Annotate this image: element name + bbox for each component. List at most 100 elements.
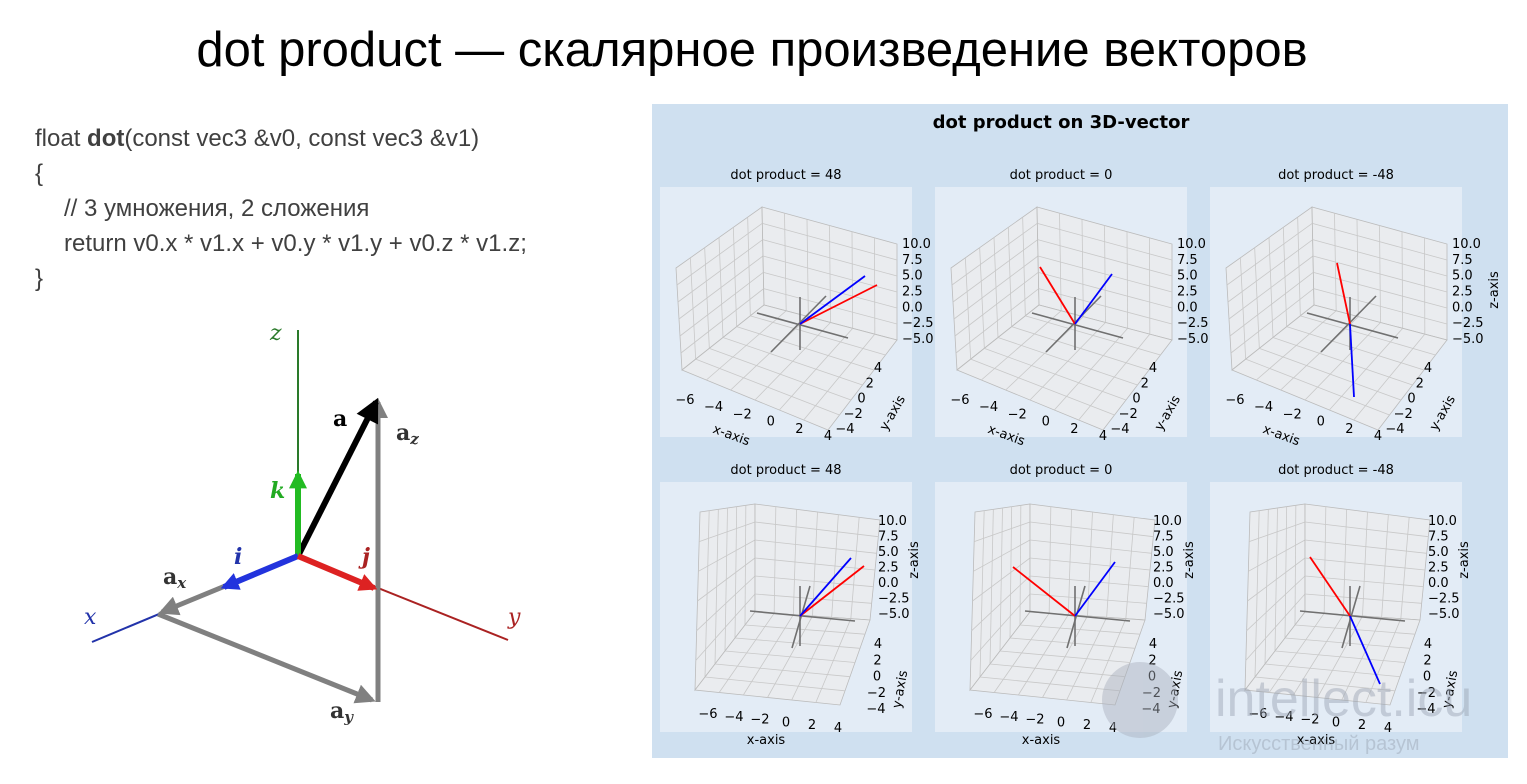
label-k: k xyxy=(270,478,285,504)
y-tick-label: 4 xyxy=(874,361,882,376)
z-axis-label: z-axis xyxy=(907,541,922,579)
code-block: float dot(const vec3 &v0, const vec3 &v1… xyxy=(35,125,527,292)
code-line: { xyxy=(35,160,43,187)
reference-axis xyxy=(1045,295,1102,353)
z-tick-label: 7.5 xyxy=(878,530,899,545)
reference-axis xyxy=(1306,312,1399,339)
pane-grid-line xyxy=(695,593,756,661)
x-tick-label: 2 xyxy=(808,718,816,733)
pane-grid-line xyxy=(1038,288,1173,325)
z-tick-label: 2.5 xyxy=(1177,285,1198,300)
reference-axis xyxy=(1024,610,1131,622)
y-tick-label: 2 xyxy=(873,653,881,668)
code-line: // 3 умножения, 2 сложения xyxy=(64,195,369,222)
z-tick-label: 0.0 xyxy=(1177,300,1198,315)
z-tick-label: −2.5 xyxy=(1177,316,1209,331)
x-axis-label: x-axis xyxy=(747,733,786,748)
z-tick-label: −2.5 xyxy=(1153,592,1185,607)
vector-diagram: z a az k i j ax x y ay xyxy=(84,321,521,726)
label-j: j xyxy=(358,544,370,570)
watermark-tagline: Искусственный разум xyxy=(1218,733,1420,755)
x-tick-label: −2 xyxy=(733,407,752,422)
z-tick-label: −5.0 xyxy=(1177,332,1209,347)
y-axis-label: y-axis xyxy=(1165,669,1186,709)
y-tick-label: 2 xyxy=(1416,376,1424,391)
slide-title: dot product — скалярное произведение век… xyxy=(196,23,1307,77)
x-tick-label: −6 xyxy=(950,393,969,408)
z-tick-label: 5.0 xyxy=(1153,545,1174,560)
vector-a xyxy=(295,397,379,558)
y-axis-label: y-axis xyxy=(890,669,911,709)
x-tick-label: 0 xyxy=(767,415,775,430)
vector-blue xyxy=(799,557,852,617)
pane-grid-line xyxy=(970,593,1031,661)
z-tick-label: 7.5 xyxy=(902,253,923,268)
x-tick-label: −2 xyxy=(1283,407,1302,422)
pane-grid-line xyxy=(1230,288,1314,354)
z-tick-label: 5.0 xyxy=(878,545,899,560)
pane-grid-line xyxy=(754,593,872,604)
x-tick-label: −6 xyxy=(675,393,694,408)
z-tick-label: 7.5 xyxy=(1153,530,1174,545)
z-tick-label: 7.5 xyxy=(1428,530,1449,545)
y-tick-label: 2 xyxy=(1141,376,1149,391)
z-tick-label: 0.0 xyxy=(902,300,923,315)
y-tick-label: 0 xyxy=(1407,392,1415,407)
pane-grid-line xyxy=(955,288,1039,354)
subplot: dot product = 0 10.07.55.02.50.0−2.5−5.0 −… xyxy=(935,168,1209,449)
x-tick-label: −6 xyxy=(698,707,717,722)
code-line: return v0.x * v1.x + v0.y * v1.y + v0.z … xyxy=(64,230,527,257)
reference-axis xyxy=(749,610,856,622)
y-tick-label: −4 xyxy=(835,422,854,437)
vector-blue xyxy=(799,275,866,325)
subplot-title: dot product = 48 xyxy=(730,168,841,183)
z-tick-label: 0.0 xyxy=(1153,576,1174,591)
x-tick-label: 2 xyxy=(795,422,803,437)
pane-grid-line xyxy=(1245,593,1306,661)
y-tick-label: −2 xyxy=(867,686,886,701)
x-tick-label: 0 xyxy=(1332,715,1340,730)
label-sub: z xyxy=(409,430,419,448)
label-base: a xyxy=(330,698,344,724)
z-tick-label: −2.5 xyxy=(878,592,910,607)
vector-red xyxy=(1309,556,1351,617)
y-tick-label: 4 xyxy=(1424,637,1432,652)
vector-ay xyxy=(157,611,376,704)
subplot-title: dot product = 0 xyxy=(1010,463,1113,478)
code-line: float dot(const vec3 &v0, const vec3 &v1… xyxy=(35,125,479,152)
x-tick-label: 2 xyxy=(1083,718,1091,733)
z-tick-label: 5.0 xyxy=(1428,545,1449,560)
z-tick-label: 10.0 xyxy=(902,237,931,252)
z-tick-label: 10.0 xyxy=(1452,237,1481,252)
reference-axis xyxy=(791,585,811,649)
z-tick-label: −5.0 xyxy=(878,607,910,622)
z-tick-label: 0.0 xyxy=(1428,576,1449,591)
y-tick-label: 0 xyxy=(857,392,865,407)
watermark-brand: intellect.icu xyxy=(1215,670,1472,728)
unit-i xyxy=(220,553,300,590)
x-tick-label: 4 xyxy=(1374,429,1382,444)
z-tick-label: 2.5 xyxy=(878,561,899,576)
z-tick-label: 5.0 xyxy=(902,269,923,284)
vector-blue xyxy=(1074,273,1113,325)
pane-grid-line xyxy=(1078,333,1151,421)
label-z: z xyxy=(269,321,282,346)
label-base: a xyxy=(396,420,410,446)
x-tick-label: 2 xyxy=(1345,422,1353,437)
code-text: float xyxy=(35,125,87,152)
z-axis-label: z-axis xyxy=(1457,541,1472,579)
z-tick-label: 7.5 xyxy=(1452,253,1473,268)
x-axis-label: x-axis xyxy=(1297,733,1336,748)
x-tick-label: 4 xyxy=(1109,721,1117,736)
reference-axis xyxy=(1031,312,1124,339)
z-tick-label: −2.5 xyxy=(902,316,934,331)
z-tick-label: −2.5 xyxy=(1428,592,1460,607)
watermark: intellect.icu Искусственный разум xyxy=(1102,662,1472,755)
z-axis-label: z-axis xyxy=(1487,271,1502,309)
x-tick-label: −2 xyxy=(1008,407,1027,422)
subplot: dot product = -48 10.07.55.02.50.0−2.5−5.… xyxy=(1210,463,1472,748)
y-tick-label: −2 xyxy=(1119,407,1138,422)
subplot: dot product = 48 10.07.55.02.50.0−2.5−5.0… xyxy=(660,463,922,748)
x-tick-label: −4 xyxy=(724,710,743,725)
